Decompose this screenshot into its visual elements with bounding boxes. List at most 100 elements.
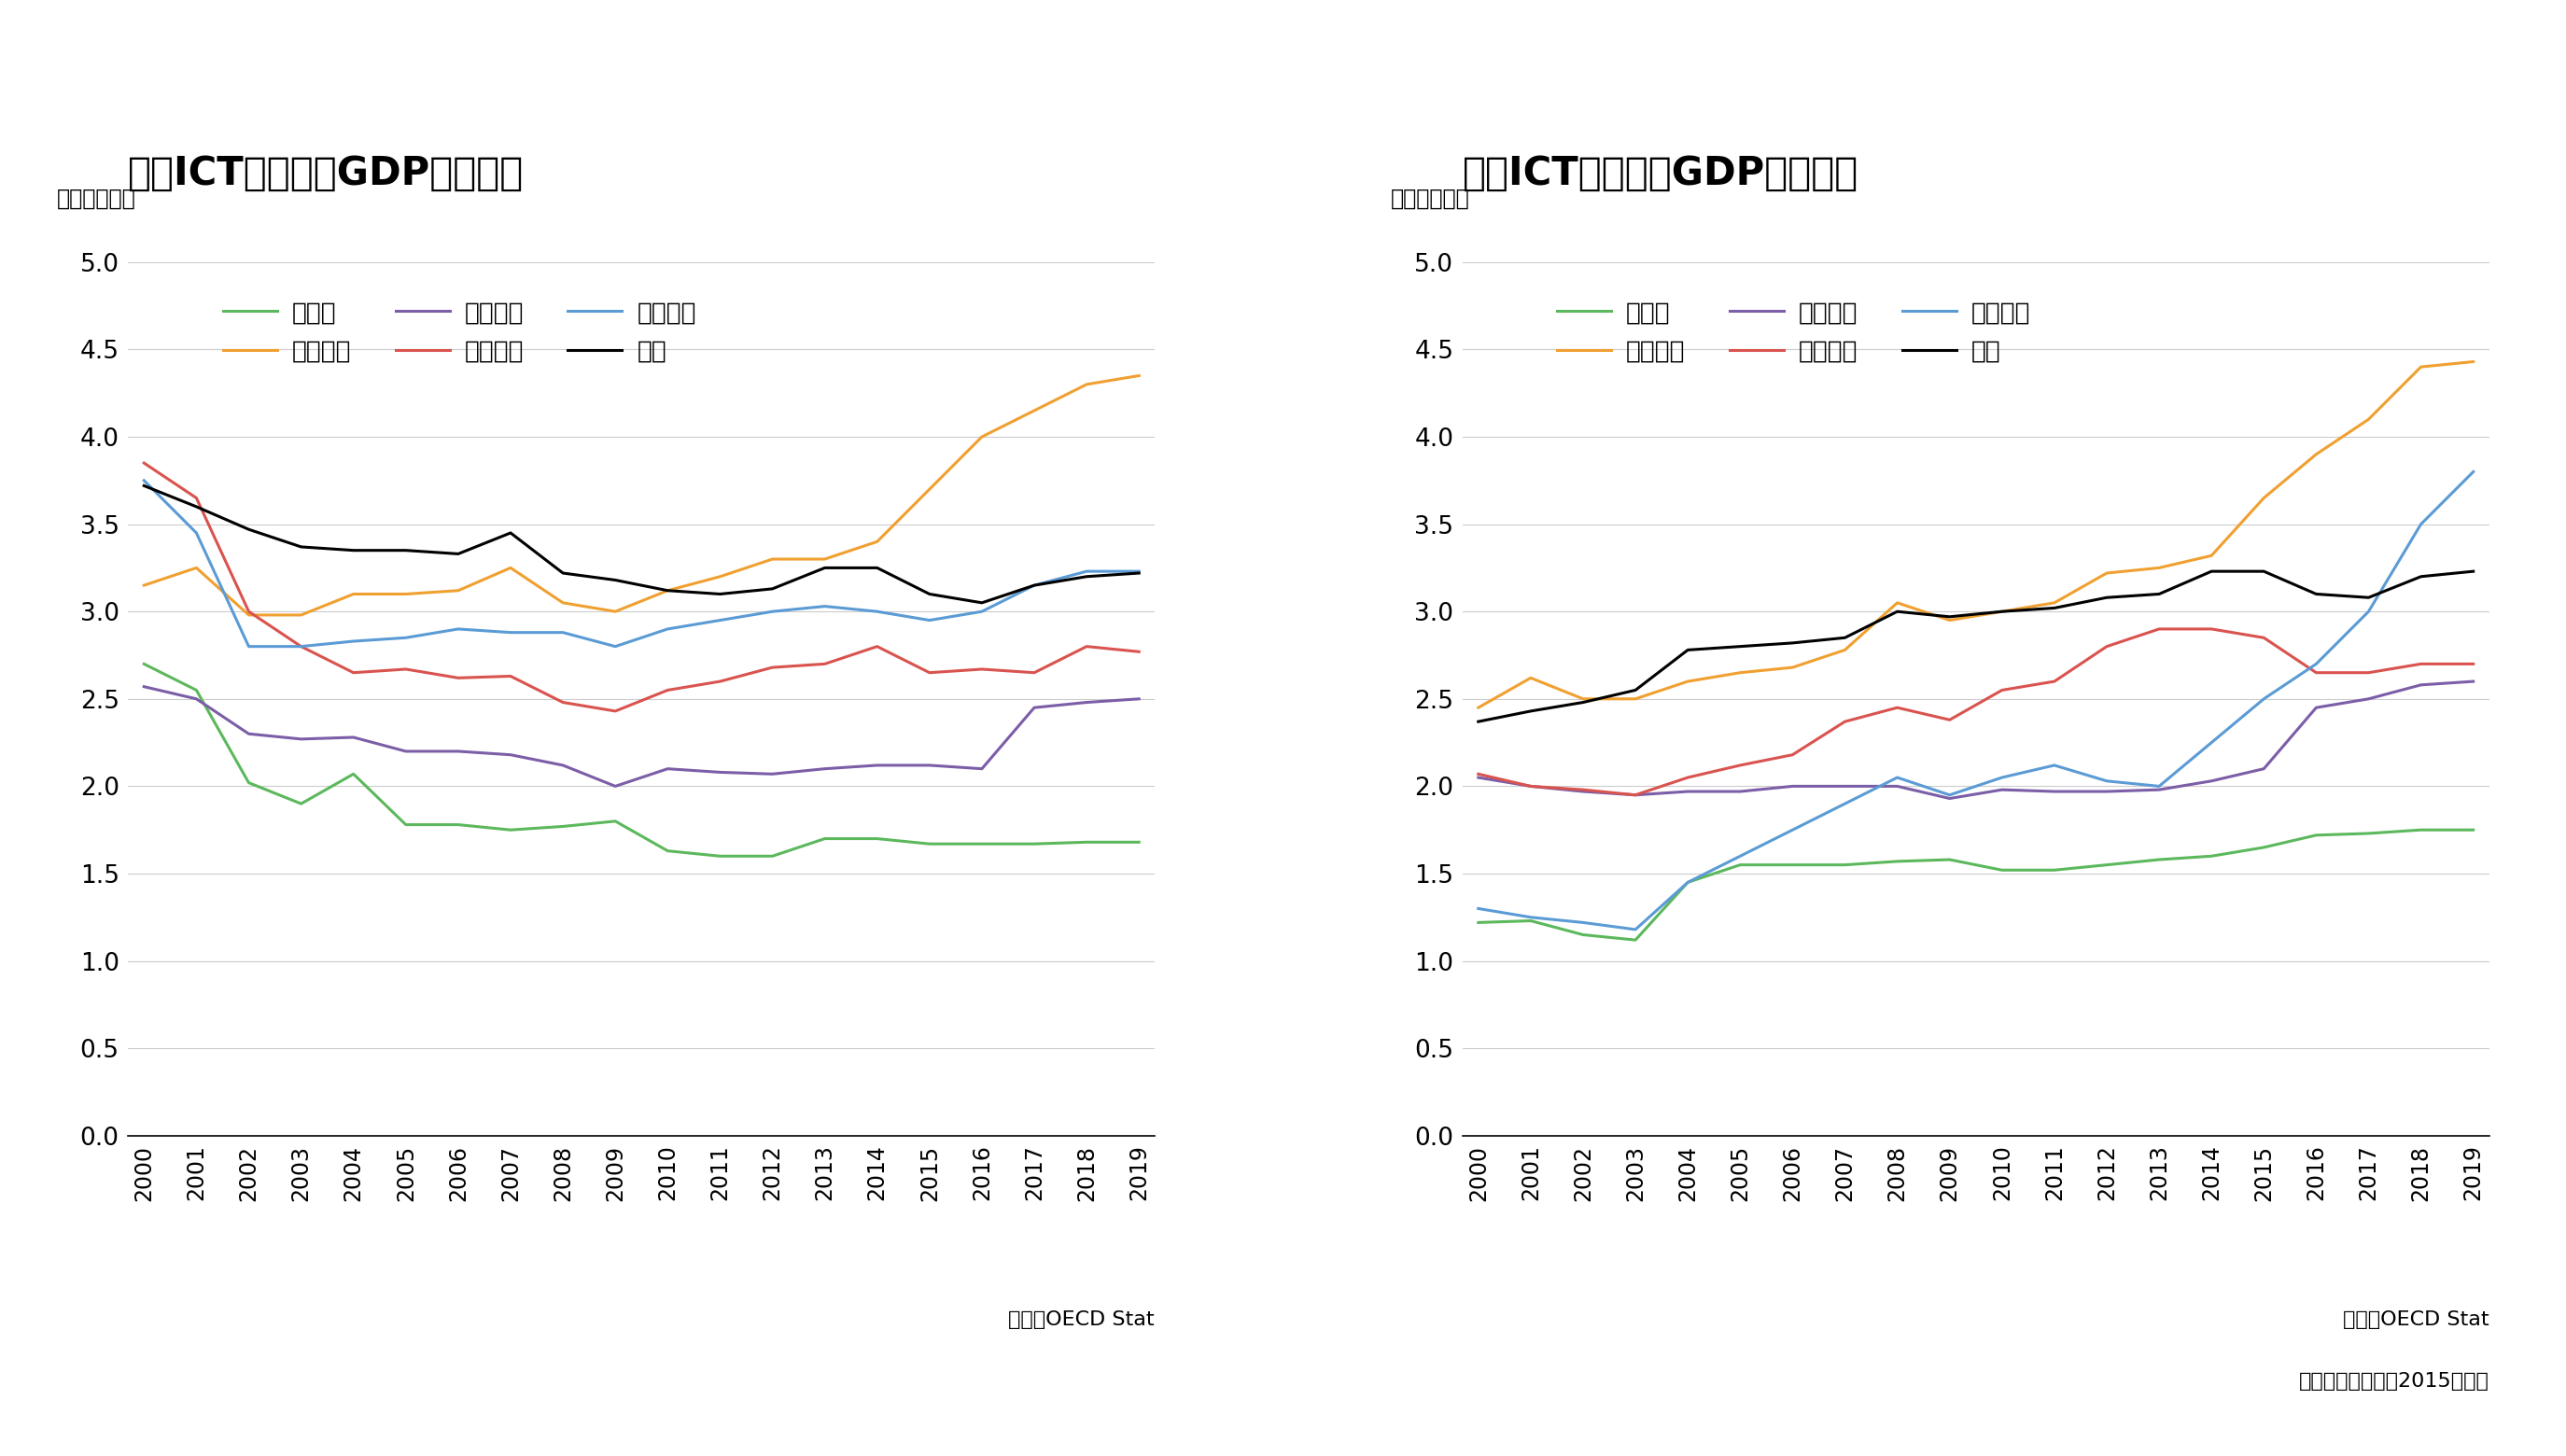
ドイツ	[1463, 914, 1493, 932]
ドイツ	[1517, 911, 1547, 929]
フランス	[444, 582, 475, 600]
アメリカ	[600, 638, 631, 655]
ドイツ	[128, 655, 159, 673]
ドイツ	[862, 830, 893, 847]
アメリカ	[285, 638, 316, 655]
ドイツ	[2040, 862, 2071, 879]
ドイツ	[339, 766, 370, 783]
ドイツ	[2248, 839, 2279, 856]
フランス	[1935, 612, 1966, 629]
イギリス	[128, 454, 159, 472]
アメリカ	[706, 612, 736, 629]
イギリス	[1463, 766, 1493, 783]
アメリカ	[2458, 463, 2489, 480]
イギリス	[182, 489, 213, 507]
イタリア	[2040, 783, 2071, 801]
イギリス	[600, 702, 631, 719]
イギリス	[1778, 745, 1809, 763]
ドイツ	[706, 847, 736, 865]
イギリス	[339, 664, 370, 681]
フランス	[2302, 446, 2332, 463]
Line: アメリカ: アメリカ	[1478, 472, 2474, 929]
日本	[2248, 562, 2279, 579]
ドイツ	[967, 836, 998, 853]
日本	[1124, 565, 1155, 582]
アメリカ	[495, 623, 526, 641]
イタリア	[1619, 786, 1650, 804]
フランス	[1673, 673, 1704, 690]
日本	[600, 571, 631, 588]
アメリカ	[444, 620, 475, 638]
ドイツ	[2091, 856, 2122, 874]
アメリカ	[913, 612, 944, 629]
イタリア	[1124, 690, 1155, 708]
ドイツ	[234, 775, 264, 792]
イギリス	[234, 603, 264, 620]
フランス	[1778, 658, 1809, 676]
ドイツ	[1619, 932, 1650, 949]
Line: ドイツ: ドイツ	[144, 664, 1139, 856]
ドイツ	[1778, 856, 1809, 874]
日本	[913, 585, 944, 603]
ドイツ	[652, 842, 683, 859]
アメリカ	[2143, 778, 2173, 795]
Line: 日本: 日本	[144, 486, 1139, 603]
イタリア	[390, 743, 421, 760]
Line: フランス: フランス	[1478, 361, 2474, 708]
ドイツ	[1986, 862, 2017, 879]
アメリカ	[2248, 690, 2279, 708]
アメリカ	[1463, 900, 1493, 917]
アメリカ	[1517, 909, 1547, 926]
Line: フランス: フランス	[144, 376, 1139, 614]
日本	[495, 524, 526, 542]
イタリア	[2091, 783, 2122, 801]
ドイツ	[2404, 821, 2435, 839]
日本	[2404, 568, 2435, 585]
フランス	[2353, 411, 2384, 428]
Text: 出典：OECD Stat: 出典：OECD Stat	[1008, 1310, 1155, 1329]
イタリア	[1463, 769, 1493, 786]
ドイツ	[913, 836, 944, 853]
アメリカ	[182, 524, 213, 542]
Line: イギリス: イギリス	[144, 463, 1139, 711]
イタリア	[706, 763, 736, 780]
アメリカ	[652, 620, 683, 638]
アメリカ	[390, 629, 421, 646]
日本	[1935, 609, 1966, 626]
アメリカ	[2302, 655, 2332, 673]
Text: 実質ICT投賈額／GDP比の推移: 実質ICT投賈額／GDP比の推移	[1463, 153, 1858, 192]
日本	[1778, 635, 1809, 652]
ドイツ	[2458, 821, 2489, 839]
イタリア	[2458, 673, 2489, 690]
日本	[862, 559, 893, 577]
フランス	[2248, 489, 2279, 507]
アメリカ	[1830, 795, 1860, 812]
日本	[2143, 585, 2173, 603]
イギリス	[1724, 757, 1755, 775]
アメリカ	[862, 603, 893, 620]
Text: ＊実質化は、全て2015年基準: ＊実質化は、全て2015年基準	[2299, 1372, 2489, 1390]
イタリア	[1724, 783, 1755, 801]
ドイツ	[444, 815, 475, 833]
フランス	[2404, 358, 2435, 376]
日本	[2196, 562, 2227, 579]
フランス	[495, 559, 526, 577]
イタリア	[1070, 693, 1101, 711]
ドイツ	[1830, 856, 1860, 874]
アメリカ	[234, 638, 264, 655]
フランス	[390, 585, 421, 603]
イタリア	[2353, 690, 2384, 708]
イギリス	[652, 681, 683, 699]
イタリア	[182, 690, 213, 708]
日本	[2040, 600, 2071, 617]
アメリカ	[1673, 874, 1704, 891]
日本	[1881, 603, 1912, 620]
Line: アメリカ: アメリカ	[144, 480, 1139, 646]
日本	[757, 579, 788, 597]
日本	[1019, 577, 1049, 594]
フランス	[339, 585, 370, 603]
日本	[967, 594, 998, 612]
イギリス	[757, 658, 788, 676]
Legend: ドイツ, フランス, イタリア, イギリス, アメリカ, 日本: ドイツ, フランス, イタリア, イギリス, アメリカ, 日本	[1558, 300, 2030, 364]
イタリア	[862, 757, 893, 775]
